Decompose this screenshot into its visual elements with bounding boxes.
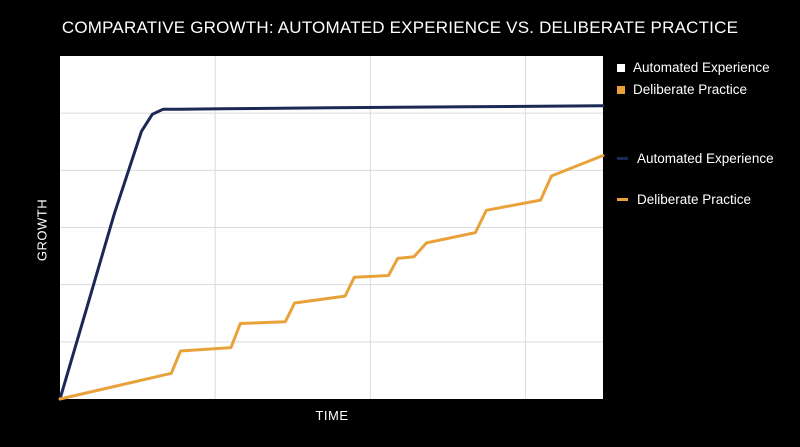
legend-label: Deliberate Practice bbox=[637, 192, 752, 207]
series-line-deliberate-practice bbox=[58, 154, 605, 401]
x-axis-label: TIME bbox=[315, 408, 349, 423]
grid-lines bbox=[60, 56, 603, 399]
legend-item-deliberate-practice-line: Deliberate Practice bbox=[617, 192, 751, 207]
legend-square-icon bbox=[617, 85, 625, 94]
legend-item-deliberate-practice-square: Deliberate Practice bbox=[617, 82, 747, 97]
legend-square-icon bbox=[617, 63, 625, 72]
legend-item-automated-experience-square: Automated Experience bbox=[617, 60, 770, 75]
series-layer bbox=[58, 104, 605, 401]
legend-line-icon bbox=[617, 198, 628, 201]
legend-item-automated-experience-line: Automated Experience bbox=[617, 151, 774, 166]
series-line-automated-experience bbox=[58, 104, 605, 401]
legend-label: Automated Experience bbox=[637, 151, 774, 166]
chart-title: COMPARATIVE GROWTH: AUTOMATED EXPERIENCE… bbox=[61, 18, 739, 37]
legend-label: Automated Experience bbox=[633, 60, 770, 75]
legend-line-icon bbox=[617, 157, 628, 160]
legend-label: Deliberate Practice bbox=[633, 82, 748, 97]
